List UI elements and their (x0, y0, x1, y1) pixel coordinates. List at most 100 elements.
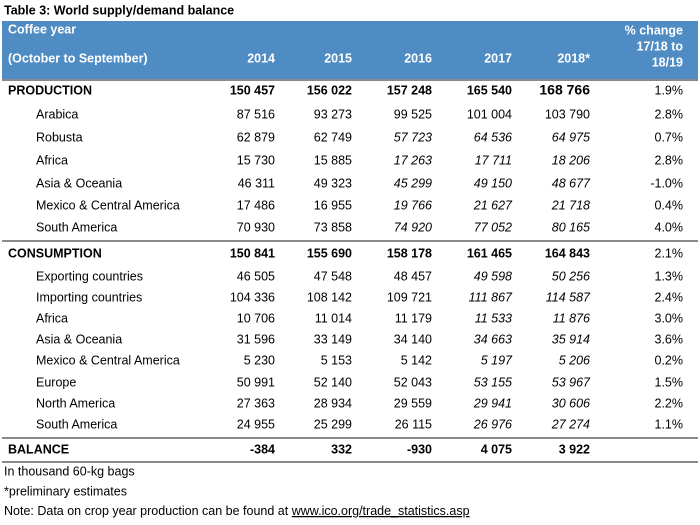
cell: 26 976 (473, 417, 512, 431)
cell: 77 052 (474, 220, 512, 234)
cell: 16 955 (314, 198, 352, 212)
header-year: 2014 (247, 51, 275, 65)
cell: 114 587 (546, 290, 591, 304)
cell: 28 934 (314, 396, 352, 410)
cell: 48 457 (394, 269, 432, 283)
cell: 34 140 (394, 332, 432, 346)
cell: 64 975 (552, 130, 590, 144)
cell: 3 922 (559, 442, 590, 456)
cell: 109 721 (387, 290, 432, 304)
cell: 4.0% (655, 220, 684, 234)
cell: 46 311 (238, 176, 275, 190)
cell: -384 (250, 442, 275, 456)
cell: 49 598 (474, 269, 512, 283)
cell: 2.8% (655, 107, 684, 121)
cell: 0.2% (655, 353, 684, 367)
cell: 3.6% (655, 332, 684, 346)
cell: 165 540 (467, 83, 512, 97)
cell: 161 465 (467, 246, 512, 260)
row-label: PRODUCTION (8, 83, 92, 97)
cell: -1.0% (650, 176, 683, 190)
cell: 17 711 (475, 153, 512, 167)
cell: 27 274 (551, 417, 590, 431)
cell: 11 014 (315, 311, 352, 325)
cell: 29 941 (473, 396, 512, 410)
row-label: Africa (36, 153, 68, 167)
cell: 70 930 (237, 220, 275, 234)
cell: 5 230 (244, 353, 275, 367)
row-label: Robusta (36, 130, 83, 144)
cell: 25 299 (314, 417, 352, 431)
cell: 101 004 (467, 107, 512, 121)
cell: 46 505 (237, 269, 275, 283)
cell: 2.4% (655, 290, 684, 304)
cell: 34 663 (474, 332, 512, 346)
cell: 73 858 (314, 220, 352, 234)
cell: 21 627 (473, 198, 513, 212)
cell: 35 914 (552, 332, 590, 346)
footnote: Note: Data on crop year production can b… (4, 504, 470, 518)
cell: 5 153 (321, 353, 352, 367)
row-label: Mexico & Central America (36, 198, 180, 212)
header-year: 2016 (404, 51, 432, 65)
row-label: Europe (36, 375, 76, 389)
cell: 64 536 (474, 130, 512, 144)
cell: 155 690 (307, 246, 352, 260)
cell: 1.1% (655, 417, 684, 431)
cell: 49 150 (474, 176, 512, 190)
cell: 5 142 (401, 353, 432, 367)
cell: 45 299 (394, 176, 432, 190)
row-label: Asia & Oceania (36, 176, 122, 190)
header-change: 18/19 (652, 55, 683, 69)
cell: 53 155 (474, 375, 512, 389)
cell: 2.1% (655, 246, 684, 260)
cell: 11 533 (475, 311, 512, 325)
row-label: Exporting countries (36, 269, 143, 283)
cell: 19 766 (394, 198, 432, 212)
cell: 156 022 (307, 83, 352, 97)
cell: 49 323 (314, 176, 352, 190)
cell: 0.4% (655, 198, 684, 212)
row-label: South America (36, 417, 117, 431)
cell: 5 197 (481, 353, 513, 367)
table-title: Table 3: World supply/demand balance (4, 3, 234, 17)
row-label: Mexico & Central America (36, 353, 180, 367)
cell: 74 920 (394, 220, 432, 234)
row-label: Arabica (36, 107, 78, 121)
cell: 5 206 (559, 353, 590, 367)
cell: 62 879 (237, 130, 275, 144)
note-text: Note: Data on crop year production can b… (4, 504, 289, 518)
cell: 15 885 (314, 153, 352, 167)
footnote: In thousand 60-kg bags (4, 464, 135, 478)
cell: 1.3% (655, 269, 684, 283)
cell: 11 179 (395, 311, 432, 325)
cell: 24 955 (237, 417, 275, 431)
cell: 2.8% (655, 153, 684, 167)
note-link[interactable]: www.ico.org/trade_statistics.asp (291, 504, 470, 518)
row-label: Asia & Oceania (36, 332, 122, 346)
cell: 99 525 (394, 107, 432, 121)
cell: 30 606 (552, 396, 590, 410)
cell: 50 991 (237, 375, 275, 389)
cell: 2.2% (655, 396, 684, 410)
cell: 150 457 (230, 83, 275, 97)
cell: 150 841 (230, 246, 275, 260)
cell: 1.5% (655, 375, 684, 389)
header-label: Coffee year (8, 22, 76, 36)
cell: 21 718 (551, 198, 590, 212)
cell: 53 967 (552, 375, 591, 389)
cell: 11 876 (553, 311, 590, 325)
cell: 4 075 (481, 442, 512, 456)
cell: 26 115 (395, 417, 432, 431)
header-year: 2017 (484, 51, 512, 65)
header-year: 2018* (557, 51, 590, 65)
cell: 93 273 (314, 107, 352, 121)
row-label: CONSUMPTION (8, 246, 102, 260)
cell: 168 766 (539, 82, 590, 98)
cell: 31 596 (237, 332, 275, 346)
header-label: (October to September) (8, 51, 148, 65)
cell: -930 (407, 442, 432, 456)
row-label: South America (36, 220, 117, 234)
cell: 48 677 (552, 176, 591, 190)
